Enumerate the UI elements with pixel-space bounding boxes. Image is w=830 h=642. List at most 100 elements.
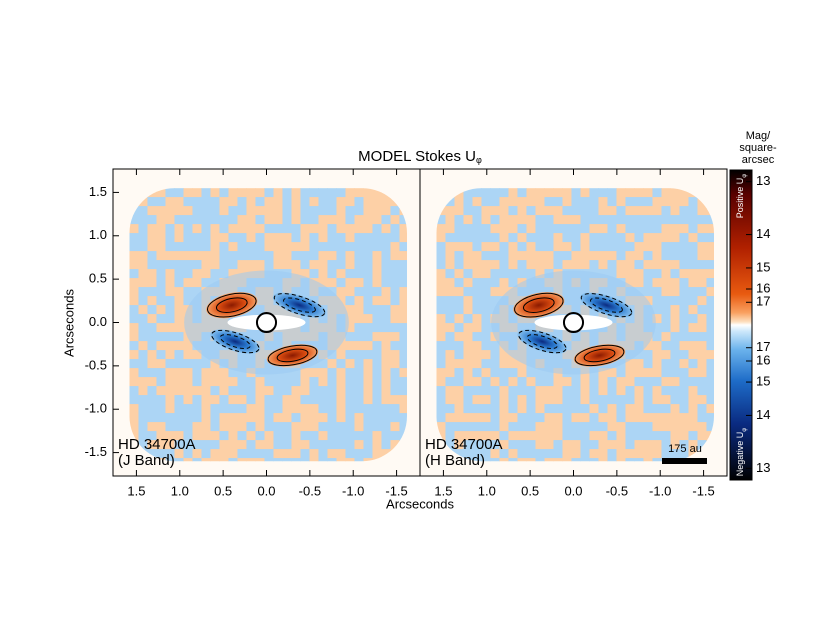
noise-cell: [634, 215, 644, 225]
noise-cell: [255, 431, 265, 441]
noise-cell: [129, 431, 139, 441]
noise-cell: [490, 206, 500, 216]
noise-cell: [264, 260, 274, 270]
noise-cell: [706, 314, 714, 324]
noise-cell: [697, 323, 707, 333]
noise-cell: [129, 233, 139, 243]
noise-cell: [589, 431, 599, 441]
noise-cell: [706, 359, 714, 369]
noise-cell: [697, 422, 707, 432]
noise-cell: [688, 404, 698, 414]
noise-cell: [165, 440, 175, 450]
noise-cell: [336, 431, 346, 441]
noise-cell: [499, 440, 509, 450]
noise-cell: [562, 224, 572, 234]
noise-cell: [201, 206, 211, 216]
noise-cell: [679, 368, 689, 378]
noise-cell: [445, 242, 455, 252]
title-sub: φ: [476, 155, 482, 165]
noise-cell: [183, 431, 193, 441]
noise-cell: [138, 242, 148, 252]
noise-cell: [463, 251, 473, 261]
noise-cell: [165, 386, 175, 396]
noise-cell: [445, 287, 455, 297]
noise-cell: [318, 386, 328, 396]
noise-cell: [345, 305, 355, 315]
noise-cell: [643, 350, 653, 360]
noise-cell: [706, 350, 714, 360]
noise-cell: [490, 449, 500, 459]
noise-cell: [661, 269, 671, 279]
noise-cell: [697, 386, 707, 396]
colorbar-tick-label: 16: [756, 352, 770, 367]
noise-cell: [661, 404, 671, 414]
noise-cell: [147, 206, 157, 216]
contour: [276, 348, 309, 363]
coronagraph: [562, 311, 585, 334]
noise-cell: [571, 233, 581, 243]
noise-cell: [309, 449, 319, 459]
noise-cell: [309, 260, 319, 270]
noise-cell: [318, 269, 328, 279]
noise-cell: [499, 359, 509, 369]
noise-cell: [183, 458, 193, 462]
noise-cell: [553, 206, 563, 216]
noise-cell: [237, 233, 247, 243]
noise-cell: [381, 413, 391, 423]
noise-cell: [345, 260, 355, 270]
noise-cell: [589, 449, 599, 459]
noise-cell: [210, 449, 220, 459]
noise-cell: [318, 449, 328, 459]
noise-cell: [264, 458, 274, 462]
noise-cell: [688, 206, 698, 216]
noise-cell: [589, 440, 599, 450]
noise-cell: [282, 233, 292, 243]
noise-cell: [273, 197, 283, 207]
noise-cell: [228, 224, 238, 234]
noise-cell: [679, 449, 689, 459]
noise-cell: [616, 197, 626, 207]
noise-cell: [634, 224, 644, 234]
noise-cell: [399, 359, 407, 369]
noise-cell: [390, 377, 400, 387]
noise-cell: [192, 233, 202, 243]
noise-cell: [571, 413, 581, 423]
noise-cell: [255, 188, 265, 198]
noise-cell: [165, 188, 175, 198]
noise-cell: [706, 404, 714, 414]
noise-cell: [616, 224, 626, 234]
noise-cell: [436, 242, 446, 252]
band-label: (H Band): [425, 452, 485, 469]
noise-cell: [363, 242, 373, 252]
noise-cell: [291, 233, 301, 243]
noise-cell: [688, 269, 698, 279]
noise-cell: [282, 188, 292, 198]
noise-cell: [183, 287, 193, 297]
noise-cell: [580, 395, 590, 405]
noise-cell: [300, 251, 310, 261]
noise-cell: [499, 458, 509, 462]
noise-cell: [300, 269, 310, 279]
noise-cell: [381, 386, 391, 396]
noise-cell: [291, 242, 301, 252]
noise-cell: [327, 413, 337, 423]
noise-cell: [273, 395, 283, 405]
noise-cell: [372, 422, 382, 432]
contour: [526, 334, 558, 350]
noise-cell: [526, 224, 536, 234]
noise-cell: [129, 278, 139, 288]
noise-cell: [463, 197, 473, 207]
noise-cell: [363, 305, 373, 315]
noise-cell: [291, 386, 301, 396]
noise-cell: [445, 224, 455, 234]
noise-cell: [345, 188, 355, 198]
noise-cell: [499, 449, 509, 459]
noise-cell: [445, 269, 455, 279]
noise-cell: [454, 395, 464, 405]
noise-cell: [490, 350, 500, 360]
noise-cell: [264, 431, 274, 441]
noise-cell: [363, 224, 373, 234]
noise-cell: [616, 368, 626, 378]
noise-cell: [661, 395, 671, 405]
noise-cell: [129, 359, 139, 369]
